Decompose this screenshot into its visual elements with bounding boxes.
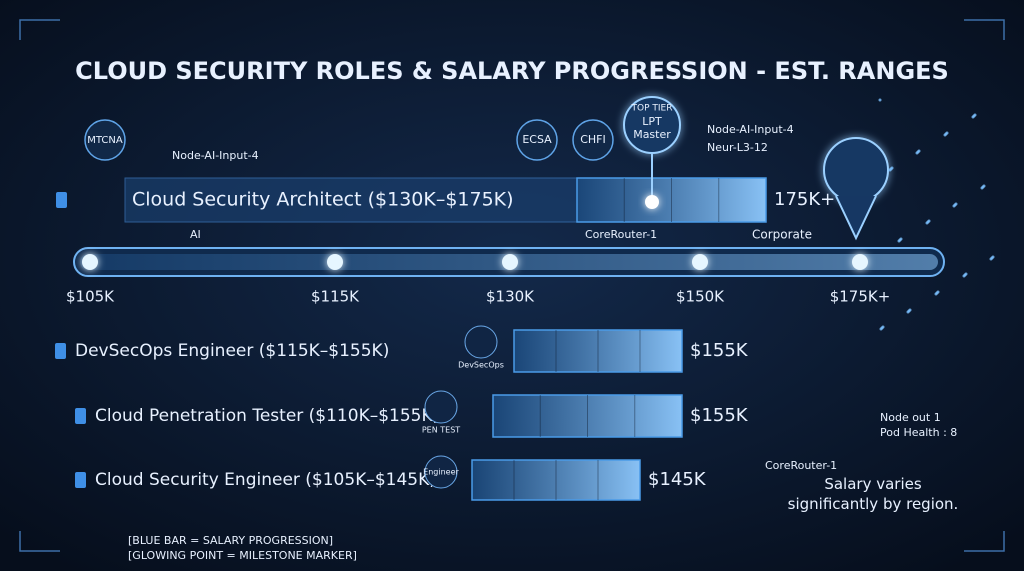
star <box>881 325 885 329</box>
star <box>878 98 882 102</box>
star <box>945 131 949 135</box>
end-label: $155K <box>690 405 749 426</box>
badge-label: MTCNA <box>87 135 123 146</box>
milestone-point <box>502 254 518 270</box>
star <box>973 113 977 117</box>
star <box>991 255 995 259</box>
x-tick-label: $150K <box>676 288 725 306</box>
badge <box>516 119 558 161</box>
star <box>908 308 912 312</box>
label-panel <box>124 177 578 223</box>
top-badge-top: TOP TIER <box>631 104 673 114</box>
end-label: 175K+ <box>774 189 835 210</box>
network-label: Pod Health : 8 <box>880 426 957 439</box>
end-label: $155K <box>690 340 749 361</box>
star <box>954 202 958 206</box>
star <box>899 237 903 241</box>
network-label: AI <box>190 228 201 241</box>
icon-label: DevSecOps <box>458 361 504 370</box>
label-marker <box>56 192 67 208</box>
badge-label: ECSA <box>522 133 552 146</box>
role-icon <box>424 455 458 489</box>
star <box>936 290 940 294</box>
network-label: CoreRouter-1 <box>765 459 837 472</box>
salary-bar <box>492 394 683 438</box>
badge-glow <box>645 195 659 209</box>
row-label: Cloud Penetration Tester ($110K–$155K) <box>95 406 439 426</box>
star <box>890 166 894 170</box>
x-tick-label: $105K <box>66 288 115 306</box>
title: CLOUD SECURITY ROLES & SALARY PROGRESSIO… <box>75 57 949 85</box>
network-label: CoreRouter-1 <box>585 228 657 241</box>
milestone-point <box>82 254 98 270</box>
role-icon <box>464 325 498 359</box>
milestone-point <box>852 254 868 270</box>
x-tick-label: $115K <box>311 288 360 306</box>
frame-corners <box>19 19 1005 552</box>
label-marker <box>75 408 86 424</box>
role-icon <box>424 390 458 424</box>
star <box>982 184 986 188</box>
badge <box>572 119 614 161</box>
legend-item: [BLUE BAR = SALARY PROGRESSION] <box>128 534 333 547</box>
badge-pin <box>835 195 877 241</box>
x-tick-label: $130K <box>486 288 535 306</box>
network-label: Corporate <box>752 228 812 242</box>
milestone-point <box>692 254 708 270</box>
x-tick-label: $175K+ <box>830 288 891 306</box>
top-badge-main: LPT Master <box>633 115 671 141</box>
salary-bar <box>513 329 683 373</box>
icon-label: Engineer <box>423 468 459 477</box>
network-label: Node-AI-Input-4 <box>707 123 794 136</box>
row-label: Cloud Security Architect ($130K–$175K) <box>132 189 514 211</box>
network-label: Node-AI-Input-4 <box>172 149 259 162</box>
legend-item: [GLOWING POINT = MILESTONE MARKER] <box>128 549 357 562</box>
network-label: Node out 1 <box>880 411 941 424</box>
row-label: Cloud Security Engineer ($105K–$145K) <box>95 470 436 490</box>
star <box>917 149 921 153</box>
milestone-point <box>327 254 343 270</box>
end-label: $145K <box>648 469 707 490</box>
label-marker <box>75 472 86 488</box>
star <box>927 219 931 223</box>
icon-label: PEN TEST <box>422 426 460 435</box>
label-marker <box>55 343 66 359</box>
star <box>964 272 968 276</box>
note-line: Salary varies significantly by region. <box>788 475 959 513</box>
compliance-badge <box>823 137 889 203</box>
salary-bar <box>471 459 641 501</box>
badge-label: CHFI <box>580 133 606 146</box>
badge <box>84 119 126 161</box>
row-label: DevSecOps Engineer ($115K–$155K) <box>75 341 389 361</box>
network-label: Neur-L3-12 <box>707 141 768 154</box>
